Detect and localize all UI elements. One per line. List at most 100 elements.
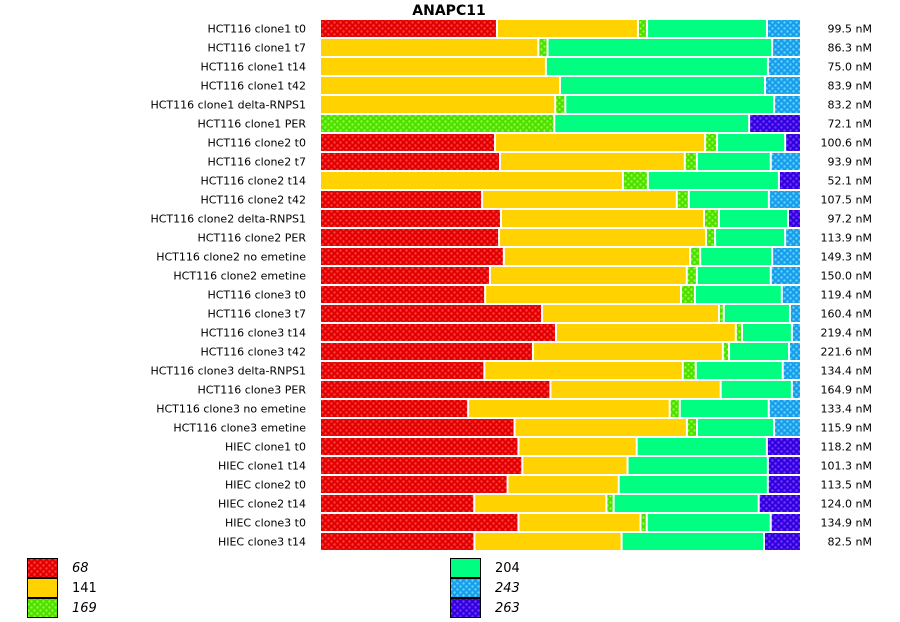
bar-row: HCT116 clone3 PER 164.9 nM: [198, 381, 872, 398]
category-label: HCT116 clone1 t7: [207, 42, 306, 55]
bar-segment-204: [721, 381, 791, 398]
category-label: HCT116 clone2 t7: [207, 156, 306, 169]
bar-segment-141: [501, 210, 704, 227]
bar-segment-68: [321, 153, 500, 170]
bar-segment-68: [321, 20, 496, 37]
category-label: HCT116 clone1 t42: [200, 80, 306, 93]
bar-row: HCT116 clone3 delta-RNPS1 134.4 nM: [150, 362, 872, 379]
category-label: HIEC clone3 t0: [225, 517, 306, 530]
total-label: 219.4 nM: [821, 327, 872, 340]
bar-segment-141: [551, 381, 720, 398]
bar-row: HCT116 clone1 t7 86.3 nM: [207, 39, 872, 56]
bar-segment-68: [321, 286, 485, 303]
legend-item: 204: [450, 558, 520, 578]
bar-segment-68: [321, 476, 507, 493]
legend-label: 204: [495, 561, 520, 576]
legend-item: 169: [27, 598, 97, 618]
bar-segment-68: [321, 438, 518, 455]
bar-row: HIEC clone3 t0 134.9 nM: [225, 514, 872, 531]
bar-segment-169: [321, 115, 554, 132]
bar-segment-169: [687, 419, 696, 436]
category-label: HCT116 clone2 PER: [198, 232, 307, 245]
bar-segment-141: [475, 495, 606, 512]
total-label: 100.6 nM: [821, 137, 872, 150]
bar-segment-204: [648, 20, 766, 37]
bar-segment-141: [475, 533, 621, 550]
bar-segment-204: [698, 419, 774, 436]
bar-row: HIEC clone2 t14 124.0 nM: [218, 495, 872, 512]
bar-row: HIEC clone1 t14 101.3 nM: [218, 457, 872, 474]
legend-item: 263: [450, 598, 520, 618]
bar-segment-141: [497, 20, 637, 37]
category-label: HCT116 clone3 t7: [207, 308, 306, 321]
bar-segment-169: [736, 324, 742, 341]
bar-segment-204: [696, 362, 782, 379]
bar-segment-263: [750, 115, 800, 132]
category-label: HCT116 clone2 t14: [200, 175, 306, 188]
bar-segment-169: [677, 191, 688, 208]
category-label: HIEC clone2 t0: [225, 479, 306, 492]
bar-segment-141: [515, 419, 686, 436]
total-label: 97.2 nM: [828, 213, 872, 226]
total-label: 134.4 nM: [821, 365, 872, 378]
legend-label: 141: [72, 581, 97, 596]
category-label: HIEC clone1 t14: [218, 460, 306, 473]
bar-segment-263: [779, 172, 800, 189]
bar-segment-141: [469, 400, 669, 417]
bar-segment-243: [792, 324, 800, 341]
total-label: 82.5 nM: [828, 536, 872, 549]
bar-segment-68: [321, 495, 474, 512]
total-label: 86.3 nM: [828, 42, 872, 55]
legend-swatch: [450, 558, 481, 578]
category-label: HCT116 clone3 t14: [200, 327, 306, 340]
bar-segment-68: [321, 514, 518, 531]
bar-segment-263: [771, 514, 800, 531]
bar-row: HIEC clone3 t14 82.5 nM: [218, 533, 872, 550]
bar-segment-204: [546, 58, 767, 75]
bar-segment-204: [697, 153, 770, 170]
bar-row: HCT116 clone2 t42 107.5 nM: [200, 191, 872, 208]
bar-segment-263: [759, 495, 800, 512]
bar-segment-204: [716, 229, 785, 246]
total-label: 93.9 nM: [828, 156, 872, 169]
bar-segment-141: [508, 476, 618, 493]
bar-segment-204: [637, 438, 766, 455]
bar-segment-243: [790, 343, 800, 360]
bar-segment-141: [485, 362, 682, 379]
bar-segment-243: [783, 362, 800, 379]
category-label: HCT116 clone3 t0: [207, 289, 306, 302]
bar-segment-169: [706, 134, 717, 151]
bar-segment-169: [685, 153, 696, 170]
bar-row: HCT116 clone3 t0 119.4 nM: [207, 286, 872, 303]
bar-segment-141: [496, 134, 705, 151]
bar-row: HCT116 clone3 t42 221.6 nM: [200, 343, 872, 360]
bar-segment-243: [786, 229, 800, 246]
bar-segment-169: [670, 400, 679, 417]
bar-segment-141: [533, 343, 722, 360]
category-label: HCT116 clone1 delta-RNPS1: [150, 99, 306, 112]
total-label: 149.3 nM: [821, 251, 872, 264]
legend-swatch: [450, 598, 481, 618]
category-label: HCT116 clone2 emetine: [173, 270, 306, 283]
bar-segment-141: [519, 438, 636, 455]
bar-segment-243: [768, 58, 800, 75]
total-label: 150.0 nM: [821, 270, 872, 283]
bar-segment-141: [321, 77, 560, 94]
bar-row: HCT116 clone3 t14 219.4 nM: [200, 324, 872, 341]
bar-segment-169: [556, 96, 565, 113]
total-label: 113.5 nM: [821, 479, 872, 492]
bar-segment-263: [764, 533, 800, 550]
bar-segment-263: [767, 438, 800, 455]
bar-segment-204: [724, 305, 789, 322]
bar-row: HCT116 clone1 t14 75.0 nM: [200, 58, 872, 75]
bar-segment-68: [321, 267, 489, 284]
legend-item: 141: [27, 578, 97, 598]
bar-segment-169: [706, 229, 715, 246]
bar-segment-263: [789, 210, 800, 227]
bar-segment-141: [490, 267, 686, 284]
bar-segment-243: [767, 20, 800, 37]
category-label: HIEC clone2 t14: [218, 498, 306, 511]
bar-segment-141: [504, 248, 690, 265]
bar-segment-169: [607, 495, 613, 512]
